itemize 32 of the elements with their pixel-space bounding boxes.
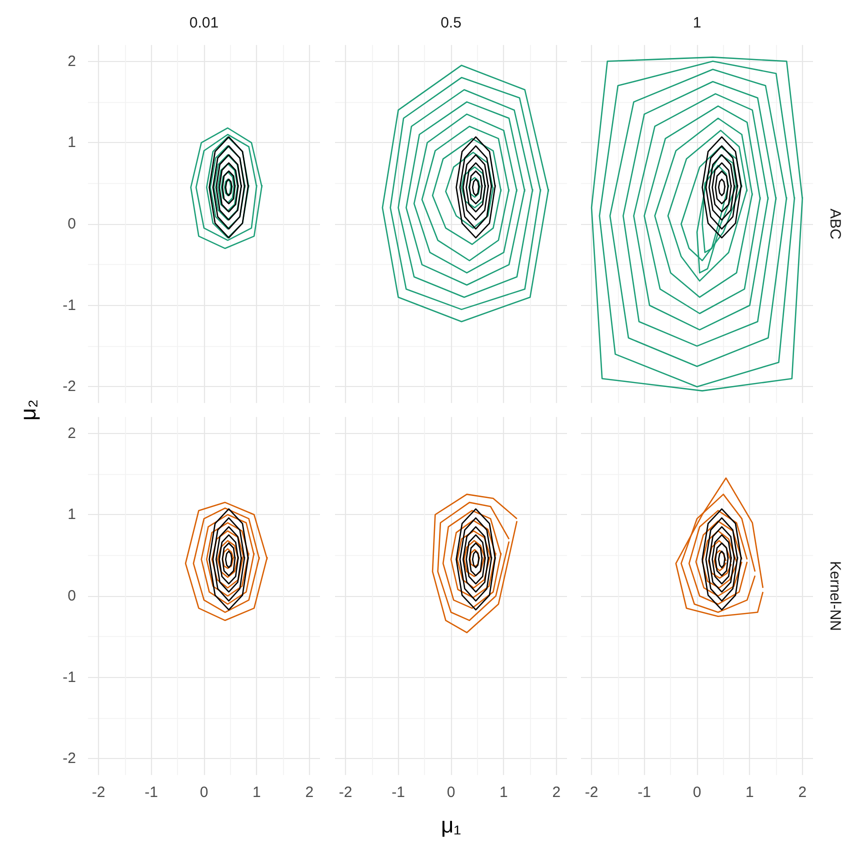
chart-title: 1 (692, 14, 702, 32)
y-tick-label: -2 (62, 750, 76, 768)
x-tick-label: 1 (500, 784, 508, 801)
x-tick-label: 2 (798, 784, 807, 801)
y-tick-label: 0 (68, 588, 76, 604)
x-tick-label: -1 (392, 784, 405, 801)
text: Kernel-NN (826, 560, 844, 632)
x-tick-label: -2 (92, 784, 106, 801)
text: ABC (826, 208, 844, 240)
y-tick-label: 2 (68, 52, 76, 70)
y-tick-label: 0 (68, 216, 76, 232)
x-tick-label: -1 (638, 784, 651, 801)
y-tick-label: 1 (68, 134, 76, 152)
y-tick-label: 1 (68, 506, 76, 524)
x-tick-label: 0 (446, 784, 456, 801)
x-tick-label: 0 (200, 784, 208, 801)
chart-title: 0.5 (440, 14, 462, 32)
y-axis-title: μ₂ (16, 399, 40, 421)
chart-title: 0.01 (189, 14, 219, 32)
x-tick-label: 1 (252, 784, 261, 801)
x-axis-title: μ₁ (440, 812, 462, 838)
y-tick-label: 2 (68, 424, 76, 442)
x-tick-label: 2 (552, 784, 561, 801)
y-tick-label: -2 (62, 378, 76, 396)
x-tick-label: -1 (144, 784, 158, 801)
y-tick-label: -1 (62, 296, 76, 314)
x-tick-label: 0 (692, 784, 702, 801)
y-tick-label: -1 (62, 668, 76, 686)
x-tick-label: -2 (584, 784, 598, 801)
x-tick-label: 1 (746, 784, 754, 801)
x-tick-label: 2 (305, 784, 314, 801)
x-tick-label: -2 (338, 784, 352, 801)
